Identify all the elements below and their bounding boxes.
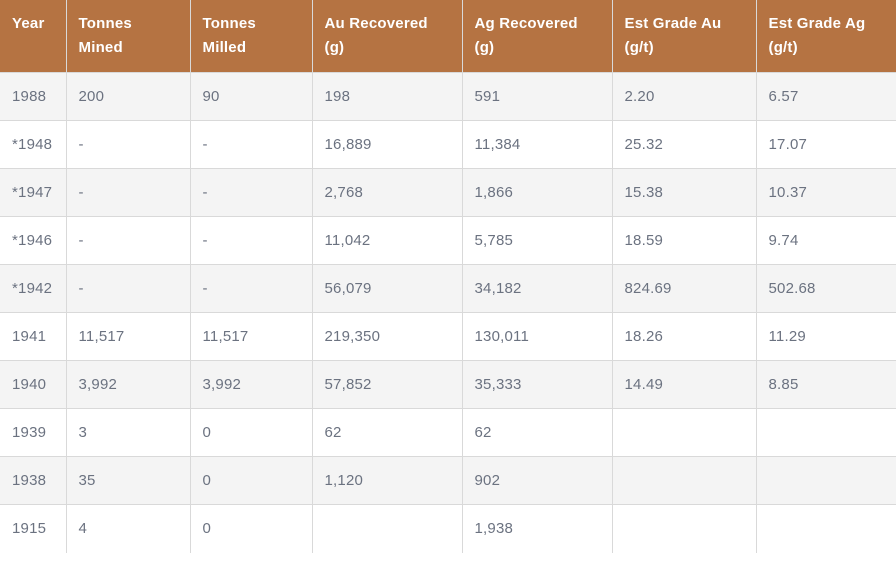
table-cell-est-grade-ag-g-t: [755, 456, 896, 505]
table-cell-tonnes-milled: 90: [189, 72, 313, 121]
column-header-ag-recovered-g: Ag Recovered (g): [461, 0, 613, 73]
table-cell-ag-recovered-g: 5,785: [461, 216, 613, 265]
table-cell-est-grade-ag-g-t: [755, 504, 896, 553]
column-header-tonnes-mined: Tonnes Mined: [65, 0, 191, 73]
table-cell-au-recovered-g: 1,120: [311, 456, 463, 505]
table-cell-tonnes-milled: -: [189, 216, 313, 265]
table-cell-est-grade-ag-g-t: 10.37: [755, 168, 896, 217]
table-cell-year: 1939: [0, 408, 67, 457]
column-header-tonnes-milled: Tonnes Milled: [189, 0, 313, 73]
table-row: *1947- -2,768 1,866 15.38 10.37: [0, 168, 896, 217]
table-cell-au-recovered-g: 198: [311, 72, 463, 121]
table-cell-est-grade-au-g-t: 15.38: [611, 168, 757, 217]
table-cell-au-recovered-g: 16,889: [311, 120, 463, 169]
table-cell-est-grade-ag-g-t: 9.74: [755, 216, 896, 265]
table-cell-ag-recovered-g: 902: [461, 456, 613, 505]
table-cell-tonnes-mined: 3,992: [65, 360, 191, 409]
table-cell-au-recovered-g: 62: [311, 408, 463, 457]
table-cell-year: 1941: [0, 312, 67, 361]
table-cell-tonnes-mined: -: [65, 168, 191, 217]
table-cell-tonnes-mined: -: [65, 264, 191, 313]
table-cell-year: 1915: [0, 504, 67, 553]
table-cell-ag-recovered-g: 130,011: [461, 312, 613, 361]
table-row: 1938 35 0 1,120 902: [0, 456, 896, 505]
table-row: 1915 4 0 1,938: [0, 504, 896, 553]
table-cell-est-grade-au-g-t: 824.69: [611, 264, 757, 313]
table-cell-tonnes-milled: 3,992: [189, 360, 313, 409]
table-cell-est-grade-ag-g-t: 8.85: [755, 360, 896, 409]
table-cell-est-grade-au-g-t: [611, 504, 757, 553]
table-cell-tonnes-milled: -: [189, 120, 313, 169]
table-cell-ag-recovered-g: 1,938: [461, 504, 613, 553]
table-row: *1948- -16,889 11,384 25.32 17.07: [0, 120, 896, 169]
table-cell-tonnes-mined: -: [65, 120, 191, 169]
table-cell-ag-recovered-g: 34,182: [461, 264, 613, 313]
table-cell-ag-recovered-g: 591: [461, 72, 613, 121]
table-cell-tonnes-mined: 200: [65, 72, 191, 121]
table-cell-year: *1948: [0, 120, 67, 169]
table-cell-year: 1940: [0, 360, 67, 409]
table-cell-est-grade-au-g-t: 25.32: [611, 120, 757, 169]
table-row: 1939 3 0 62 62: [0, 408, 896, 457]
table-cell-tonnes-milled: 0: [189, 456, 313, 505]
table-cell-au-recovered-g: 2,768: [311, 168, 463, 217]
table-cell-au-recovered-g: 57,852: [311, 360, 463, 409]
table-cell-tonnes-milled: 0: [189, 504, 313, 553]
table-cell-tonnes-milled: -: [189, 264, 313, 313]
table-cell-year: *1946: [0, 216, 67, 265]
table-cell-year: 1938: [0, 456, 67, 505]
table-cell-est-grade-au-g-t: 2.20: [611, 72, 757, 121]
table-cell-est-grade-au-g-t: 18.59: [611, 216, 757, 265]
table-row: 1940 3,992 3,992 57,852 35,333 14.49 8.85: [0, 360, 896, 409]
table-cell-tonnes-mined: 3: [65, 408, 191, 457]
table-cell-tonnes-mined: 4: [65, 504, 191, 553]
table-cell-est-grade-au-g-t: 14.49: [611, 360, 757, 409]
table-cell-est-grade-ag-g-t: [755, 408, 896, 457]
table-cell-year: *1942: [0, 264, 67, 313]
table-cell-est-grade-ag-g-t: 6.57: [755, 72, 896, 121]
table-cell-tonnes-milled: 11,517: [189, 312, 313, 361]
table-cell-tonnes-milled: -: [189, 168, 313, 217]
table-cell-est-grade-au-g-t: [611, 456, 757, 505]
table-body: 1988 200 90 198 591 2.20 6.57 *1948- -16,889 11,3…: [0, 72, 896, 553]
table-header: Year Tonnes Mined Tonnes Milled Au Recovere…: [0, 0, 896, 73]
table-cell-est-grade-ag-g-t: 17.07: [755, 120, 896, 169]
table-cell-ag-recovered-g: 1,866: [461, 168, 613, 217]
table-cell-tonnes-mined: 11,517: [65, 312, 191, 361]
table-cell-tonnes-mined: 35: [65, 456, 191, 505]
table-cell-est-grade-ag-g-t: 502.68: [755, 264, 896, 313]
table-cell-year: 1988: [0, 72, 67, 121]
table-cell-year: *1947: [0, 168, 67, 217]
table-cell-ag-recovered-g: 35,333: [461, 360, 613, 409]
table-cell-est-grade-au-g-t: [611, 408, 757, 457]
header-row: Year Tonnes Mined Tonnes Milled Au Recovere…: [0, 0, 896, 73]
column-header-est-grade-ag-g-t: Est Grade Ag (g/t): [755, 0, 896, 73]
column-header-au-recovered-g: Au Recovered (g): [311, 0, 463, 73]
table-row: *1946- -11,042 5,785 18.59 9.74: [0, 216, 896, 265]
table-cell-au-recovered-g: 56,079: [311, 264, 463, 313]
table-row: 1941 11,517 11,517 219,350 130,011 18.26 11.29: [0, 312, 896, 361]
table-cell-au-recovered-g: [311, 504, 463, 553]
table-cell-est-grade-au-g-t: 18.26: [611, 312, 757, 361]
table-cell-tonnes-mined: -: [65, 216, 191, 265]
table-cell-au-recovered-g: 11,042: [311, 216, 463, 265]
table-cell-est-grade-ag-g-t: 11.29: [755, 312, 896, 361]
table-cell-ag-recovered-g: 11,384: [461, 120, 613, 169]
table-row: 1988 200 90 198 591 2.20 6.57: [0, 72, 896, 121]
column-header-year: Year: [0, 0, 67, 73]
table-cell-ag-recovered-g: 62: [461, 408, 613, 457]
column-header-est-grade-au-g-t: Est Grade Au (g/t): [611, 0, 757, 73]
table-row: *1942- -56,079 34,182 824.69 502.68: [0, 264, 896, 313]
table-cell-tonnes-milled: 0: [189, 408, 313, 457]
table-cell-au-recovered-g: 219,350: [311, 312, 463, 361]
